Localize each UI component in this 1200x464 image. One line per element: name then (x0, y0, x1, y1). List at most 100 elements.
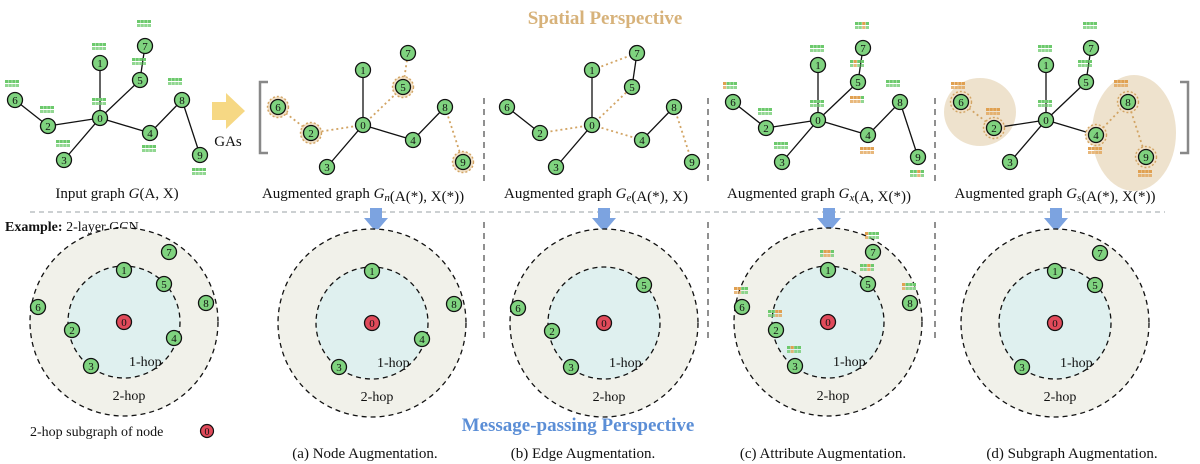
attribute-augmented-graph: 0 1 2 3 4 5 6 7 8 9 (723, 22, 927, 177)
graph-node-0: 0 (583, 116, 601, 134)
node-label: 5 (641, 280, 647, 292)
feature-bar-node-9 (910, 170, 924, 177)
graph-node-1: 1 (91, 54, 109, 72)
graph-node-1: 1 (583, 61, 601, 79)
graph-node-6: 6 (949, 90, 973, 114)
node-label: 5 (400, 82, 406, 94)
feature-bar-node-4 (142, 145, 156, 152)
node-label: 8 (451, 299, 457, 311)
node-label: 1 (97, 58, 103, 70)
input-graph: 0 1 2 3 4 5 6 7 8 9 (5, 20, 209, 175)
ring-diagram-2: 1-hop 2-hop 0 5 6 2 3 (509, 228, 699, 418)
node-label: 1 (360, 65, 366, 77)
node-label: 9 (460, 157, 466, 169)
graph-node-9: 9 (451, 150, 475, 174)
node-label: 2 (308, 128, 314, 140)
graph-node-7: 7 (628, 44, 646, 62)
node-label: 4 (419, 334, 425, 346)
feature-bar-node-1 (92, 43, 106, 50)
node-label: 6 (958, 97, 964, 109)
feature-bar-node-2 (758, 108, 772, 115)
two-hop-label: 2-hop (361, 390, 394, 405)
node-label: 7 (405, 48, 411, 60)
ring-feature-bar-2 (768, 310, 782, 317)
node-label: 4 (1093, 130, 1099, 142)
graph-node-4: 4 (165, 329, 183, 347)
feature-bar-node-5 (132, 58, 146, 65)
graph-edge (362, 124, 414, 141)
graph-caption-2: Augmented graph Ge(A(*), X) (504, 186, 688, 205)
feature-bar-node-8 (1114, 80, 1128, 87)
node-label: 0 (1043, 115, 1049, 127)
graph-node-5: 5 (635, 276, 653, 294)
graph-edge (781, 119, 819, 163)
node-label: 8 (203, 298, 209, 310)
feature-bar-node-7 (1083, 22, 1097, 29)
subgraph-center-node-label: 0 (205, 427, 210, 438)
two-hop-label: 2-hop (817, 389, 850, 404)
feature-bar-node-5 (1078, 60, 1092, 67)
graph-edge (591, 86, 633, 126)
graph-node-5: 5 (849, 73, 867, 91)
node-label: 1 (825, 265, 831, 277)
graph-node-0: 0 (354, 116, 372, 134)
ring-feature-bar-7 (865, 232, 879, 239)
graph-node-5: 5 (391, 75, 415, 99)
graph-node-0: 0 (1046, 314, 1064, 332)
one-hop-label: 1-hop (1060, 356, 1093, 371)
graph-node-8: 8 (445, 295, 463, 313)
node-label: 2 (45, 121, 51, 133)
graph-edge (1045, 81, 1087, 121)
graph-node-2: 2 (39, 117, 57, 135)
node-label: 5 (1092, 280, 1098, 292)
graph-node-1: 1 (809, 56, 827, 74)
graph-node-6: 6 (509, 299, 527, 317)
two-hop-label: 2-hop (593, 390, 626, 405)
graph-node-1: 1 (363, 262, 381, 280)
node-label: 7 (1097, 248, 1103, 260)
graph-edge (99, 117, 151, 134)
graph-node-8: 8 (901, 294, 919, 312)
caption-edge-augmentation: (b) Edge Augmentation. (511, 446, 656, 462)
node-label: 6 (35, 302, 41, 314)
graph-node-4: 4 (404, 131, 422, 149)
node-label: 7 (860, 43, 866, 55)
graph-node-0: 0 (363, 314, 381, 332)
graph-node-1: 1 (115, 261, 133, 279)
graph-node-2: 2 (982, 116, 1006, 140)
feature-bar-node-8 (168, 78, 182, 85)
node-label: 7 (870, 247, 876, 259)
node-label: 9 (915, 152, 921, 164)
edge-augmented-graph: 0 1 2 3 4 5 6 7 8 9 (498, 44, 701, 176)
graph-node-4: 4 (413, 330, 431, 348)
feature-bar-node-2 (40, 106, 54, 113)
graph-edge (765, 119, 819, 129)
feature-bar-node-0 (92, 98, 106, 105)
graph-node-8: 8 (173, 91, 191, 109)
node-label: 8 (671, 102, 677, 114)
graph-node-5: 5 (1077, 73, 1095, 91)
feature-bar-node-0 (810, 100, 824, 107)
feature-bar-extra (850, 96, 864, 103)
node-label: 1 (121, 265, 127, 277)
node-label: 3 (324, 162, 330, 174)
graph-node-7: 7 (399, 44, 417, 62)
node-label: 0 (360, 120, 366, 132)
graph-edge (817, 119, 869, 136)
down-arrow-attribute (817, 208, 841, 232)
node-label: 2 (537, 128, 543, 140)
node-label: 6 (12, 95, 18, 107)
feature-bar-node-3 (56, 140, 70, 147)
graph-node-7: 7 (864, 243, 882, 261)
down-arrow-subgraph (1044, 208, 1068, 232)
graph-node-9: 9 (191, 146, 209, 164)
graph-node-7: 7 (160, 243, 178, 261)
graph-edge (591, 124, 643, 141)
graph-caption-0: Input graph G(A, X) (55, 186, 178, 202)
graph-node-3: 3 (1001, 153, 1019, 171)
ring-diagram-0: 1-hop 2-hop 0 1 5 7 8 6 2 4 3 (29, 227, 219, 417)
graph-node-6: 6 (266, 95, 290, 119)
two-hop-label: 2-hop (113, 389, 146, 404)
node-label: 6 (739, 302, 745, 314)
